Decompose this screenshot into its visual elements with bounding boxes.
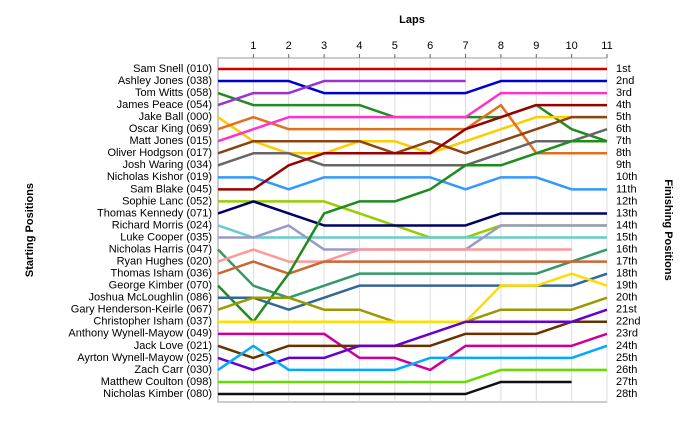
- series-line: [217, 224, 607, 239]
- series-line: [217, 200, 607, 227]
- x-tick-label: 7: [462, 40, 468, 52]
- y2-tick-label: 23rd: [616, 328, 638, 340]
- y2-tick-label: 13th: [616, 207, 637, 219]
- y-axis-label: Starting Positions: [24, 183, 36, 277]
- series-line: [217, 248, 572, 263]
- series-label: Matthew Coulton (098): [101, 376, 212, 388]
- series-label: Anthony Wynell-Mayow (049): [68, 328, 212, 340]
- series-label: Joshua McLoughlin (086): [88, 292, 212, 304]
- series-label: Tom Witts (058): [135, 87, 212, 99]
- y2-tick-label: 10th: [616, 171, 637, 183]
- series-line: [218, 272, 608, 311]
- series-label: Zach Carr (030): [134, 364, 212, 376]
- series-line: [217, 91, 607, 143]
- series-line: [218, 176, 607, 191]
- x-tick-label: 8: [498, 40, 504, 52]
- y2-tick-label: 3rd: [616, 87, 632, 99]
- series-line: [218, 368, 607, 384]
- x-tick-label: 4: [356, 40, 362, 52]
- series-label: Oscar King (069): [129, 123, 212, 135]
- series-label: George Kimber (070): [109, 280, 212, 292]
- series-label: Matt Jones (015): [129, 135, 212, 147]
- x-tick-label: 1: [250, 40, 256, 52]
- series-label: Josh Waring (034): [123, 159, 212, 171]
- y2-tick-label: 25th: [616, 352, 637, 364]
- series-line: [217, 320, 607, 360]
- series-label: Nicholas Kimber (080): [103, 388, 212, 400]
- x-axis-label: Laps: [399, 14, 425, 26]
- x-tick-label: 10: [566, 40, 578, 52]
- series-label: Sam Blake (045): [130, 183, 212, 195]
- series-line: [218, 103, 607, 191]
- series-line: [217, 79, 466, 107]
- y2-tick-label: 6th: [616, 123, 631, 135]
- series-label: Ryan Hughes (020): [117, 255, 212, 267]
- y2-tick-label: 17th: [616, 255, 637, 267]
- x-tick-label: 11: [601, 40, 612, 52]
- y2-tick-label: 16th: [616, 243, 637, 255]
- series-label: Sophie Lanc (052): [122, 195, 212, 207]
- y2-tick-label: 12th: [616, 195, 637, 207]
- y2-tick-label: 20th: [616, 292, 637, 304]
- series-label: Thomas Isham (036): [111, 268, 212, 280]
- series-label: Christopher Isham (037): [93, 316, 212, 328]
- series-line: [217, 115, 607, 155]
- series-line: [217, 128, 608, 167]
- y2-tick-label: 9th: [616, 159, 631, 171]
- y2-tick-label: 18th: [616, 268, 637, 280]
- x-tick-label: 2: [286, 40, 292, 52]
- series-label: Jack Love (021): [134, 340, 212, 352]
- series-label: Gary Henderson-Keirle (067): [71, 304, 212, 316]
- series-label: Richard Morris (024): [112, 219, 212, 231]
- y2-tick-label: 1st: [616, 63, 631, 75]
- series-label: Nicholas Harris (047): [109, 243, 212, 255]
- y2-axis-label: Finishing Positions: [662, 179, 674, 280]
- y2-tick-label: 11th: [616, 183, 637, 195]
- series-line: [217, 248, 608, 299]
- series-line: [217, 260, 607, 275]
- x-tick-label: 5: [392, 40, 398, 52]
- series-label: Thomas Kennedy (071): [97, 207, 212, 219]
- y2-tick-label: 2nd: [616, 75, 634, 87]
- x-tick-label: 3: [321, 40, 327, 52]
- series-line: [217, 103, 607, 155]
- series-line: [217, 344, 608, 372]
- series-line: [218, 79, 607, 95]
- y2-tick-label: 21st: [616, 304, 637, 316]
- series-line: [217, 139, 607, 324]
- series-line: [217, 308, 608, 372]
- y2-tick-label: 4th: [616, 99, 631, 111]
- series-label: James Peace (054): [117, 99, 212, 111]
- x-tick-label: 6: [427, 40, 433, 52]
- y2-tick-label: 27th: [616, 376, 637, 388]
- x-tick-label: 9: [533, 40, 539, 52]
- y2-tick-label: 8th: [616, 147, 631, 159]
- y2-tick-label: 7th: [616, 135, 631, 147]
- series-label: Ayrton Wynell-Mayow (025): [77, 352, 212, 364]
- series-label: Jake Ball (000): [139, 111, 212, 123]
- series-label: Sam Snell (010): [133, 63, 212, 75]
- series-line: [218, 380, 572, 396]
- y2-tick-label: 22nd: [616, 316, 640, 328]
- y2-tick-label: 15th: [616, 231, 637, 243]
- series-label: Oliver Hodgson (017): [107, 147, 212, 159]
- series-label: Luke Cooper (035): [120, 231, 212, 243]
- y2-tick-label: 14th: [616, 219, 637, 231]
- series-label: Nicholas Kishor (019): [107, 171, 212, 183]
- series-label: Ashley Jones (038): [118, 75, 212, 87]
- y2-tick-label: 24th: [616, 340, 637, 352]
- series-line: [218, 272, 608, 324]
- y2-tick-label: 28th: [616, 388, 637, 400]
- y2-tick-label: 5th: [616, 111, 631, 123]
- y2-tick-label: 19th: [616, 280, 637, 292]
- y2-tick-label: 26th: [616, 364, 637, 376]
